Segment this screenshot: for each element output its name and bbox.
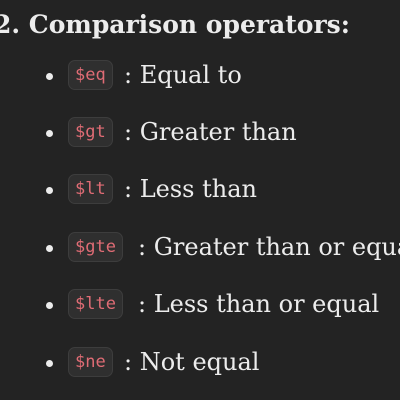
- inline-code: $eq: [68, 60, 113, 90]
- bullet-icon: [46, 187, 53, 194]
- operator-description: : Less than: [124, 175, 257, 203]
- operator-description: : Greater than or equal: [138, 233, 400, 261]
- operator-description: : Less than or equal: [138, 290, 380, 318]
- bullet-icon: [46, 302, 53, 309]
- bullet-icon: [46, 130, 53, 137]
- list-item: $gte : Greater than or equal: [0, 228, 400, 268]
- list-item: $lt : Less than: [0, 170, 400, 210]
- bullet-icon: [46, 360, 53, 367]
- list-item: $ne : Not equal: [0, 343, 400, 383]
- inline-code: $gte: [68, 232, 123, 262]
- list-item: $eq : Equal to: [0, 56, 400, 96]
- inline-code: $lte: [68, 289, 123, 319]
- bullet-icon: [46, 245, 53, 252]
- operator-description: : Not equal: [124, 348, 260, 376]
- list-item: $gt : Greater than: [0, 113, 400, 153]
- bullet-icon: [46, 73, 53, 80]
- section-heading: 2. Comparison operators:: [0, 10, 350, 39]
- inline-code: $ne: [68, 347, 113, 377]
- operator-description: : Equal to: [124, 61, 242, 89]
- list-item: $lte : Less than or equal: [0, 285, 400, 325]
- operator-description: : Greater than: [124, 118, 297, 146]
- inline-code: $gt: [68, 117, 113, 147]
- inline-code: $lt: [68, 174, 113, 204]
